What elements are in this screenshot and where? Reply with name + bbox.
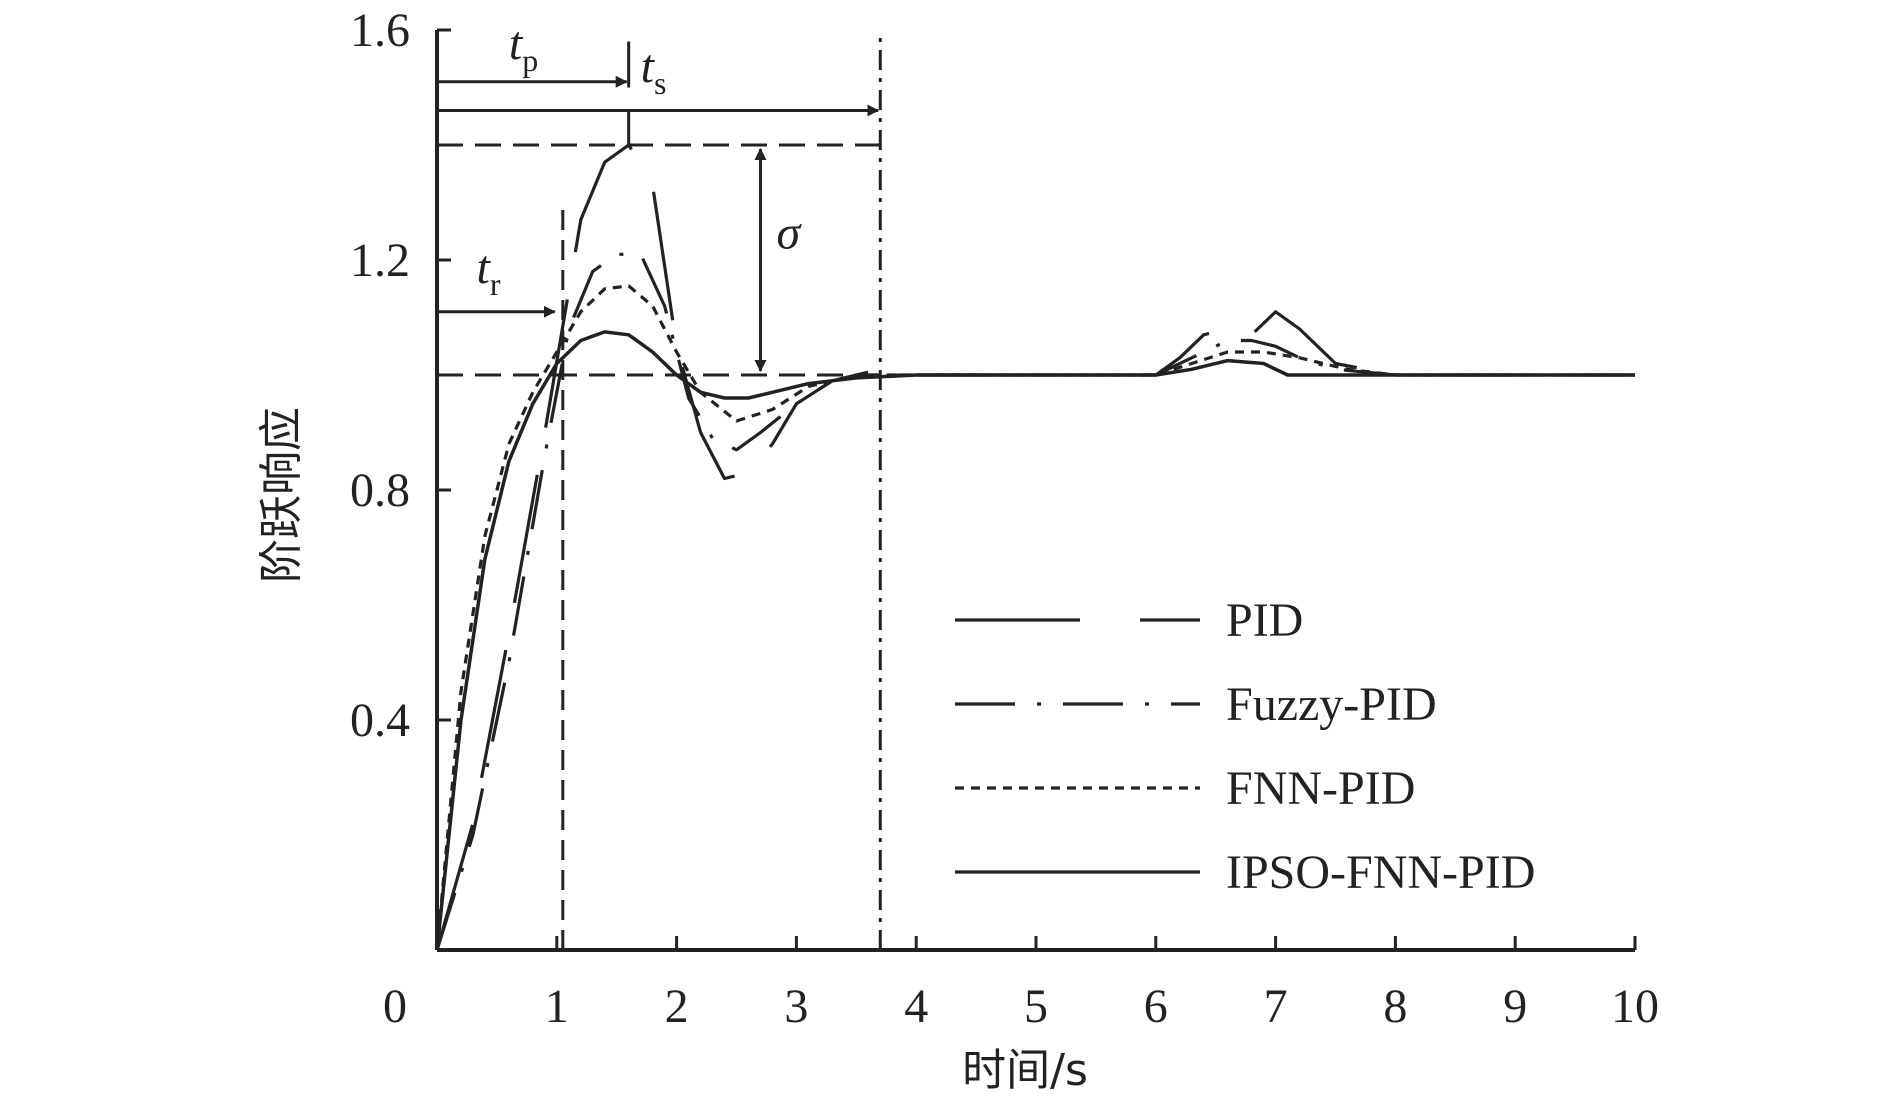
x-tick-label: 9 <box>1503 980 1527 1033</box>
x-tick-label: 4 <box>904 980 928 1033</box>
x-tick-label: 3 <box>784 980 808 1033</box>
x-tick-label: 8 <box>1383 980 1407 1033</box>
series-line-fnn-pid <box>435 284 1635 951</box>
legend-label-ipso-fnn-pid: IPSO-FNN-PID <box>1226 846 1535 899</box>
sigma-label: σ <box>776 207 802 260</box>
tp-label: tp <box>509 17 538 78</box>
x-axis-title: 时间/s <box>962 1045 1088 1096</box>
series-line-ipso-fnn-pid <box>435 330 1635 951</box>
x-tick-label: 7 <box>1264 980 1288 1033</box>
x-tick-label: 10 <box>1611 980 1659 1033</box>
reference-lines <box>437 30 941 950</box>
y-axis-title: 阶跃响应 <box>256 407 307 583</box>
series-layer <box>435 143 1635 951</box>
legend-label-pid: PID <box>1226 594 1303 647</box>
y-tick-label: 1.2 <box>350 234 410 287</box>
axes: 0 1 2 3 4 5 6 7 8 9 10 0.4 0.8 1.2 1.6 <box>350 4 1659 1033</box>
legend: PID Fuzzy-PID FNN-PID IPSO-FNN-PID <box>955 594 1535 899</box>
x-tick-label: 5 <box>1024 980 1048 1033</box>
x-tick-label: 6 <box>1144 980 1168 1033</box>
annotations: tp ts tr σ <box>439 17 880 372</box>
legend-label-fnn-pid: FNN-PID <box>1226 762 1415 815</box>
tr-label: tr <box>477 241 501 302</box>
x-tick-label: 1 <box>545 980 569 1033</box>
y-tick-label: 1.6 <box>350 4 410 57</box>
x-tick-label: 0 <box>383 980 407 1033</box>
series-line-pid <box>435 143 1635 951</box>
y-tick-label: 0.8 <box>350 464 410 517</box>
legend-label-fuzzy-pid: Fuzzy-PID <box>1226 678 1437 731</box>
x-tick-label: 2 <box>665 980 689 1033</box>
ts-label: ts <box>641 40 667 101</box>
y-tick-label: 0.4 <box>350 694 410 747</box>
series-line-fuzzy-pid <box>435 252 1635 951</box>
